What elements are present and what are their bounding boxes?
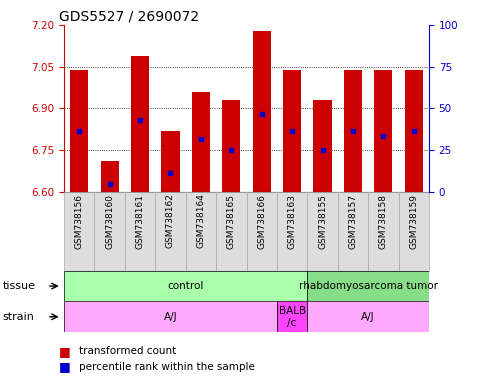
Bar [307,301,429,332]
Text: GSM738158: GSM738158 [379,194,388,248]
Bar [344,70,362,192]
Bar [307,192,338,271]
Text: GSM738159: GSM738159 [409,194,418,248]
Text: GSM738166: GSM738166 [257,194,266,248]
Bar [64,271,307,301]
Bar [277,301,307,332]
Bar [95,192,125,271]
Text: BALB
/c: BALB /c [279,306,306,328]
Text: percentile rank within the sample: percentile rank within the sample [79,362,255,372]
Text: GSM738161: GSM738161 [136,194,144,248]
Bar [374,70,392,192]
Bar [283,70,301,192]
Bar [161,131,179,192]
Text: GSM738162: GSM738162 [166,194,175,248]
Text: ■: ■ [59,360,71,373]
Bar [252,30,271,192]
Bar [398,192,429,271]
Bar [155,192,186,271]
Text: control: control [168,281,204,291]
Text: GSM738156: GSM738156 [75,194,84,248]
Text: strain: strain [2,312,35,322]
Bar [125,192,155,271]
Text: A/J: A/J [164,312,177,322]
Bar [131,56,149,192]
Bar [64,192,95,271]
Text: tissue: tissue [2,281,35,291]
Text: rhabdomyosarcoma tumor: rhabdomyosarcoma tumor [299,281,438,291]
Text: GSM738155: GSM738155 [318,194,327,248]
Bar [186,192,216,271]
Bar [222,100,241,192]
Bar [70,70,88,192]
Bar [246,192,277,271]
Bar [405,70,423,192]
Bar [338,192,368,271]
Bar [277,192,307,271]
Bar [307,271,429,301]
Text: ■: ■ [59,345,71,358]
Bar [216,192,246,271]
Text: GSM738164: GSM738164 [196,194,206,248]
Text: GSM738163: GSM738163 [287,194,297,248]
Text: GSM738157: GSM738157 [349,194,357,248]
Bar [314,100,332,192]
Text: GSM738160: GSM738160 [105,194,114,248]
Text: A/J: A/J [361,312,375,322]
Text: GDS5527 / 2690072: GDS5527 / 2690072 [59,9,199,23]
Text: GSM738165: GSM738165 [227,194,236,248]
Bar [368,192,398,271]
Bar [101,161,119,192]
Text: transformed count: transformed count [79,346,176,356]
Bar [192,92,210,192]
Bar [64,301,277,332]
